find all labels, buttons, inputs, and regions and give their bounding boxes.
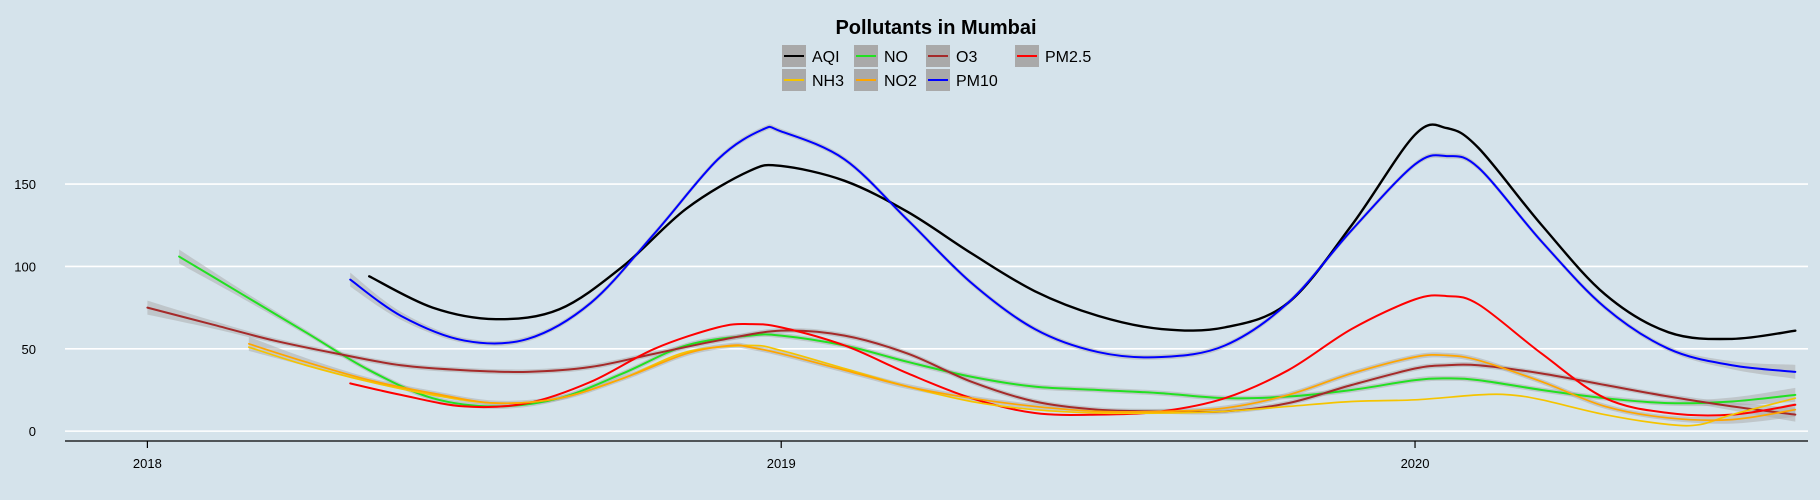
y-tick-label: 100 bbox=[14, 259, 36, 274]
legend-label: O3 bbox=[956, 49, 977, 66]
x-tick-label: 2019 bbox=[767, 456, 796, 471]
legend-label: NO2 bbox=[884, 73, 917, 90]
series-line-no bbox=[178, 255, 1797, 408]
series-line-pm2-5 bbox=[349, 294, 1797, 417]
legend-label: PM10 bbox=[956, 73, 998, 90]
y-tick-label: 150 bbox=[14, 177, 36, 192]
y-tick-label: 50 bbox=[22, 342, 36, 357]
legend-label: PM2.5 bbox=[1045, 49, 1091, 66]
x-tick-label: 2020 bbox=[1401, 456, 1430, 471]
series-line-o3 bbox=[146, 306, 1797, 416]
series-line-no2 bbox=[247, 342, 1797, 422]
chart-title: Pollutants in Mumbai bbox=[835, 17, 1036, 39]
x-tick-labels: 2018 2019 2020 bbox=[133, 456, 1430, 471]
legend-label: AQI bbox=[812, 49, 840, 66]
legend-label: NH3 bbox=[812, 73, 844, 90]
legend-item-o3: O3 bbox=[926, 45, 977, 67]
y-tick-labels: 0 50 100 150 bbox=[14, 177, 36, 439]
grid bbox=[65, 183, 1808, 432]
legend: AQI NO O3 PM2.5 NH3 NO2 PM10 bbox=[782, 45, 1091, 91]
series-lines bbox=[146, 123, 1797, 427]
legend-item-pm2-5: PM2.5 bbox=[1015, 45, 1091, 67]
legend-item-aqi: AQI bbox=[782, 45, 840, 67]
series-line-pm10 bbox=[349, 125, 1797, 373]
x-tick-label: 2018 bbox=[133, 456, 162, 471]
series-line-aqi bbox=[368, 123, 1797, 341]
legend-item-nh3: NH3 bbox=[782, 69, 844, 91]
legend-item-pm10: PM10 bbox=[926, 69, 998, 91]
legend-label: NO bbox=[884, 49, 908, 66]
legend-item-no2: NO2 bbox=[854, 69, 917, 91]
y-tick-label: 0 bbox=[29, 424, 36, 439]
x-axis bbox=[65, 440, 1808, 448]
legend-item-no: NO bbox=[854, 45, 908, 67]
